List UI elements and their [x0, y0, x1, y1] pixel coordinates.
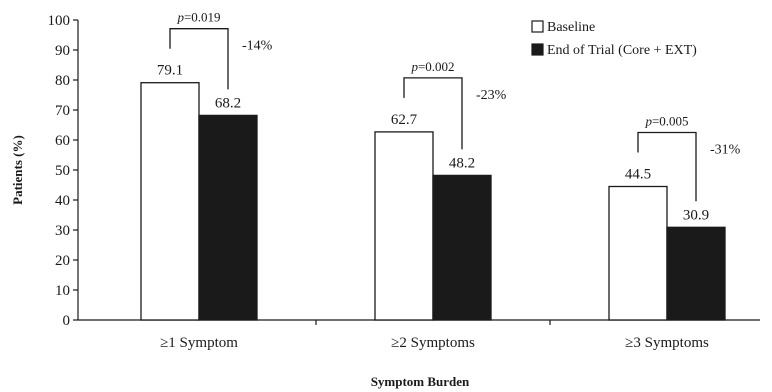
- p-symbol: p: [644, 114, 652, 129]
- y-tick-label: 60: [55, 133, 70, 149]
- p-symbol: p: [410, 59, 418, 74]
- significance-bracket: [169, 28, 229, 90]
- significance-bracket: [637, 131, 697, 202]
- percent-change-label: -23%: [476, 88, 507, 103]
- data-label-baseline: 62.7: [391, 112, 418, 128]
- legend-label-baseline: Baseline: [547, 20, 595, 35]
- data-label-end-of-trial: 48.2: [449, 155, 475, 171]
- y-tick-label: 10: [55, 283, 70, 299]
- legend-swatch-end-of-trial: [531, 43, 544, 56]
- y-tick-label: 100: [48, 13, 71, 29]
- p-value-label: p=0.019: [176, 10, 220, 25]
- y-tick-label: 0: [63, 313, 71, 329]
- x-tick-label: ≥3 Symptoms: [625, 335, 709, 351]
- percent-change-label: -14%: [242, 39, 273, 54]
- legend-swatch-baseline: [531, 20, 544, 33]
- percent-change-label: -31%: [710, 143, 741, 158]
- bar-end-of-trial: [432, 174, 492, 321]
- data-label-end-of-trial: 30.9: [683, 207, 709, 223]
- p-value-label: p=0.002: [410, 59, 454, 74]
- bar-end-of-trial: [198, 114, 258, 321]
- p-value: =0.019: [184, 10, 221, 25]
- y-tick-label: 20: [55, 253, 70, 269]
- legend: Baseline End of Trial (Core + EXT): [531, 20, 697, 58]
- p-symbol: p: [176, 10, 184, 25]
- y-tick-label: 40: [55, 193, 70, 209]
- x-tick-label: ≥1 Symptom: [160, 335, 238, 351]
- y-tick-label: 80: [55, 73, 70, 89]
- bar-baseline: [374, 131, 434, 321]
- bar-baseline: [608, 185, 668, 321]
- y-tick-label: 50: [55, 163, 70, 179]
- p-value: =0.005: [652, 114, 689, 129]
- data-label-baseline: 44.5: [625, 167, 651, 183]
- y-axis-title: Patients (%): [10, 135, 25, 205]
- legend-label-end-of-trial: End of Trial (Core + EXT): [547, 43, 697, 58]
- x-axis-title: Symptom Burden: [371, 374, 470, 389]
- bar-end-of-trial: [666, 226, 726, 321]
- plot-area: 0 10 20 30 40 50 60 70 80 90 100 ≥1 Symptom 79.1 68.2…: [48, 10, 760, 351]
- y-tick-label: 30: [55, 223, 70, 239]
- data-label-baseline: 79.1: [157, 63, 183, 79]
- y-tick-label: 70: [55, 103, 70, 119]
- bar-baseline: [140, 82, 200, 321]
- y-tick-label: 90: [55, 43, 70, 59]
- significance-bracket: [403, 77, 463, 150]
- p-value-label: p=0.005: [644, 114, 688, 129]
- x-tick-label: ≥2 Symptoms: [391, 335, 475, 351]
- p-value: =0.002: [418, 59, 455, 74]
- data-label-end-of-trial: 68.2: [215, 95, 241, 111]
